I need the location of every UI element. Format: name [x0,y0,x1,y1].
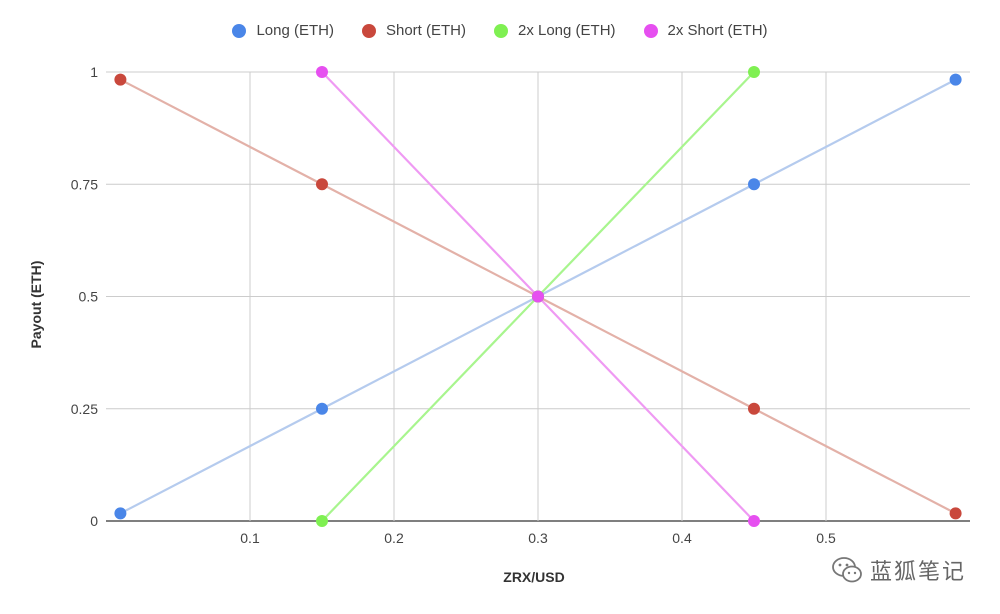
y-tick-label: 0.5 [79,289,99,305]
y-axis-title: Payout (ETH) [28,261,44,349]
data-point-series-2 [748,66,760,78]
y-tick-label: 0.25 [71,401,98,417]
watermark: 蓝狐笔记 [830,553,966,587]
legend-item: Short (ETH) [361,22,466,39]
legend-swatch [232,23,247,38]
y-tick-label: 1 [90,64,98,80]
legend-swatch [643,23,658,38]
legend-item: 2x Long (ETH) [493,22,616,39]
y-tick-label: 0 [90,513,98,529]
legend-label: Long (ETH) [256,22,334,39]
data-point-series-1 [114,73,127,86]
x-axis-title: ZRX/USD [503,569,564,585]
legend-item: 2x Short (ETH) [643,22,768,39]
y-tick-label: 0.75 [71,176,98,192]
legend-swatch [493,23,508,38]
x-tick-label: 0.2 [384,530,404,546]
wechat-icon [832,557,862,583]
data-point-series-1 [949,507,962,520]
data-point-series-0 [748,178,760,191]
data-point-series-3 [316,66,328,78]
x-tick-label: 0.5 [816,530,836,546]
x-tick-label: 0.1 [240,530,260,546]
legend-item: Long (ETH) [232,22,334,39]
data-point-series-3 [748,515,760,527]
legend-label: Short (ETH) [385,22,466,39]
chart-legend: Long (ETH) Short (ETH) 2x Long (ETH) 2x Sho… [0,22,1000,39]
data-point-series-2 [316,515,328,527]
data-point-series-0 [114,507,127,520]
data-point-series-0 [949,73,962,86]
data-point-series-3 [532,290,544,303]
data-point-series-0 [316,402,328,415]
watermark-text: 蓝狐笔记 [869,559,966,584]
legend-label: 2x Short (ETH) [667,22,768,39]
x-tick-label: 0.4 [672,530,692,546]
data-point-series-1 [748,402,760,415]
legend-label: 2x Long (ETH) [517,22,616,39]
data-point-series-1 [316,178,328,191]
legend-swatch [361,23,376,38]
x-tick-label: 0.3 [528,530,548,546]
